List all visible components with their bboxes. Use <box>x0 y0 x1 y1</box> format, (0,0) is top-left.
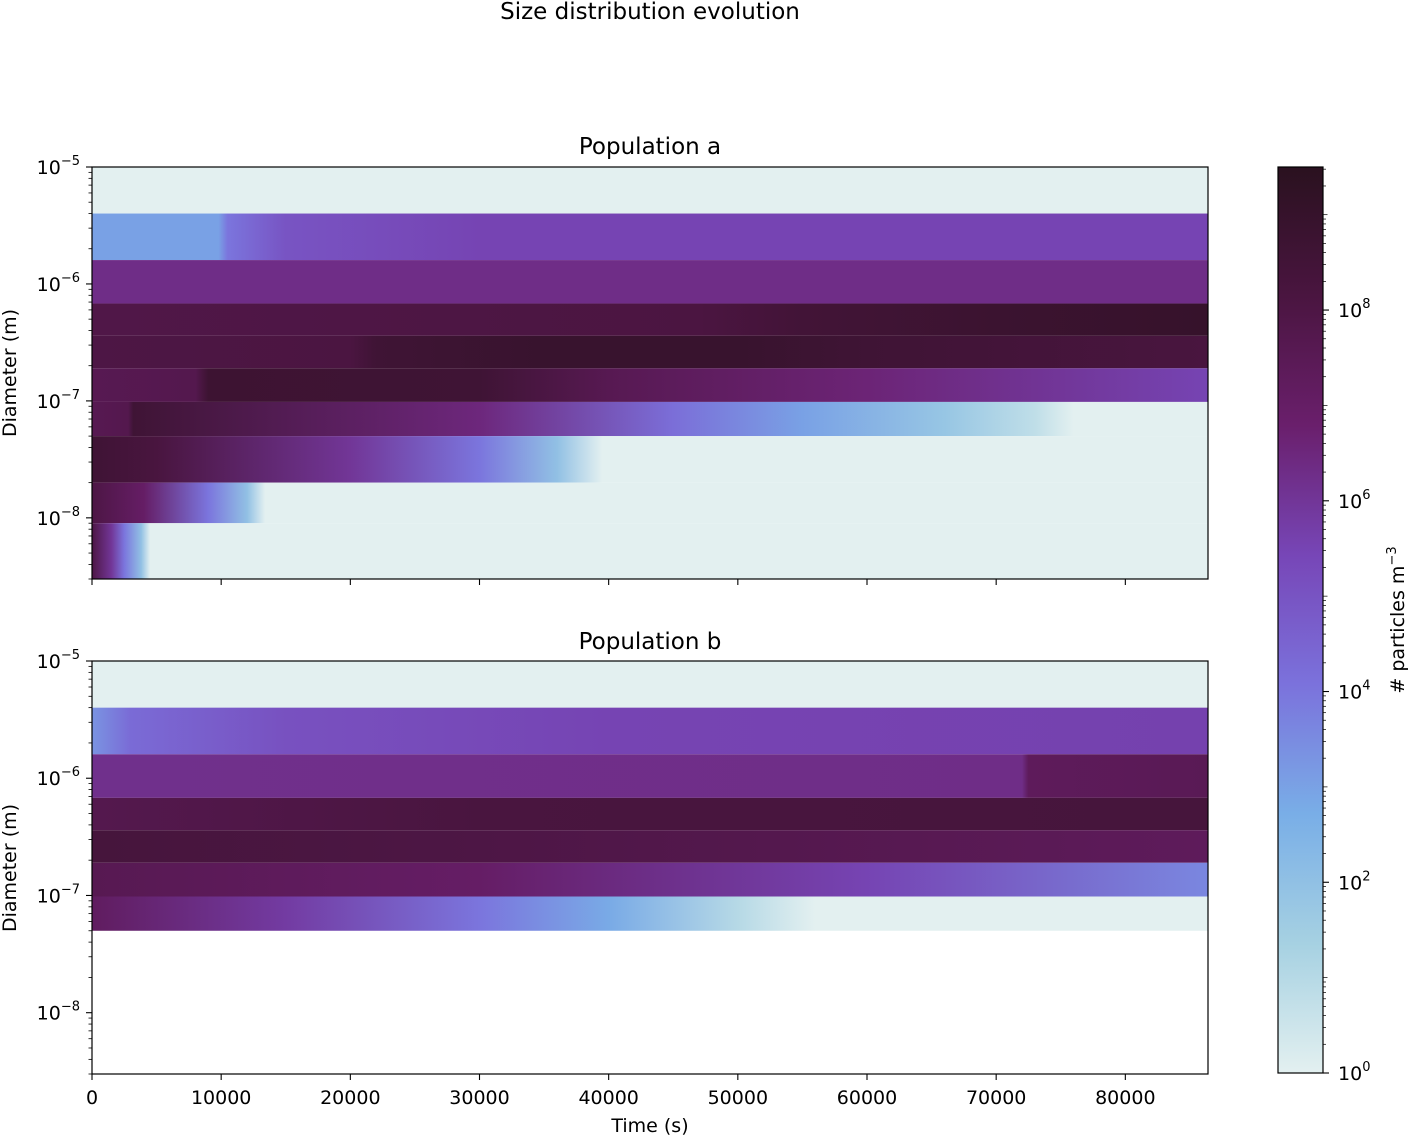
colorbar-tick-label: 106 <box>1338 488 1370 513</box>
x-axis-label: Time (s) <box>610 1115 688 1136</box>
panel-b-frame <box>91 660 1209 1075</box>
y-tick-label: 10−7 <box>37 388 80 413</box>
x-tick-label: 60000 <box>837 1087 897 1109</box>
heatmap-cells-b <box>92 661 1208 931</box>
colorbar-tick-label: 100 <box>1338 1060 1370 1085</box>
heatmap-cell <box>92 335 1208 369</box>
heatmap-cell <box>92 896 1208 931</box>
colorbar-ticks: 100 102 104 106 108 <box>1323 168 1370 1085</box>
x-axis-ticks-b: 0 10000 20000 30000 40000 50000 60000 70000 8000… <box>86 1074 1156 1109</box>
y-tick-label: 10−6 <box>37 765 80 790</box>
colorbar-tick-label: 108 <box>1338 297 1370 322</box>
x-tick-label: 20000 <box>320 1087 380 1109</box>
x-tick-label: 10000 <box>191 1087 251 1109</box>
heatmap-cell <box>92 260 1208 304</box>
y-tick-label: 10−8 <box>37 505 80 530</box>
heatmap-cell <box>92 167 1208 214</box>
heatmap-cell <box>92 707 1208 755</box>
y-tick-label: 10−7 <box>37 882 80 907</box>
y-axis-label-a: Diameter (m) <box>0 309 21 437</box>
panel-population-b: Population b 10−5 10−6 10−7 10−8 0 10000 2000… <box>0 629 1209 1136</box>
panel-a-frame <box>91 166 1209 580</box>
x-tick-label: 40000 <box>578 1087 638 1109</box>
y-axis-ticks-b: 10−5 10−6 10−7 10−8 <box>37 648 92 1075</box>
heatmap-cell <box>92 213 1208 261</box>
heatmap-cell <box>92 482 1208 524</box>
colorbar-tick-label: 104 <box>1338 679 1370 704</box>
x-axis-ticks-a <box>91 579 1126 585</box>
heatmap-cell <box>92 523 1208 579</box>
panel-a-title: Population a <box>579 134 721 160</box>
panel-population-a: Population a 10−5 10−6 10−7 10−8 Diameter (… <box>0 134 1209 585</box>
y-axis-label-b: Diameter (m) <box>0 804 21 932</box>
heatmap-cell <box>92 368 1208 402</box>
x-tick-label: 30000 <box>449 1087 509 1109</box>
heatmap-cell <box>92 862 1208 897</box>
heatmap-cell <box>92 797 1208 831</box>
colorbar-gradient <box>1277 166 1324 1074</box>
x-tick-label: 50000 <box>708 1087 768 1109</box>
heatmap-cell <box>92 436 1208 483</box>
y-axis-ticks-a: 10−5 10−6 10−7 10−8 <box>37 154 92 580</box>
figure-title: Size distribution evolution <box>500 0 800 25</box>
y-tick-label: 10−6 <box>37 271 80 296</box>
colorbar-label: # particles m−3 <box>1385 546 1409 693</box>
heatmap-cell <box>92 303 1208 336</box>
colorbar-tick-label: 102 <box>1338 869 1370 894</box>
y-tick-label: 10−5 <box>37 154 80 179</box>
x-tick-label: 70000 <box>966 1087 1026 1109</box>
y-tick-label: 10−5 <box>37 648 80 673</box>
x-tick-label: 0 <box>86 1087 98 1109</box>
heatmap-cell <box>92 830 1208 863</box>
heatmap-cell <box>92 661 1208 708</box>
heatmap-cell <box>92 754 1208 798</box>
x-tick-label: 80000 <box>1095 1087 1155 1109</box>
colorbar: 100 102 104 106 108 # particles m−3 <box>1277 166 1409 1085</box>
panel-b-title: Population b <box>579 629 722 655</box>
heatmap-cell <box>92 401 1208 437</box>
y-tick-label: 10−8 <box>37 1000 80 1025</box>
heatmap-cells-a <box>92 167 1208 579</box>
